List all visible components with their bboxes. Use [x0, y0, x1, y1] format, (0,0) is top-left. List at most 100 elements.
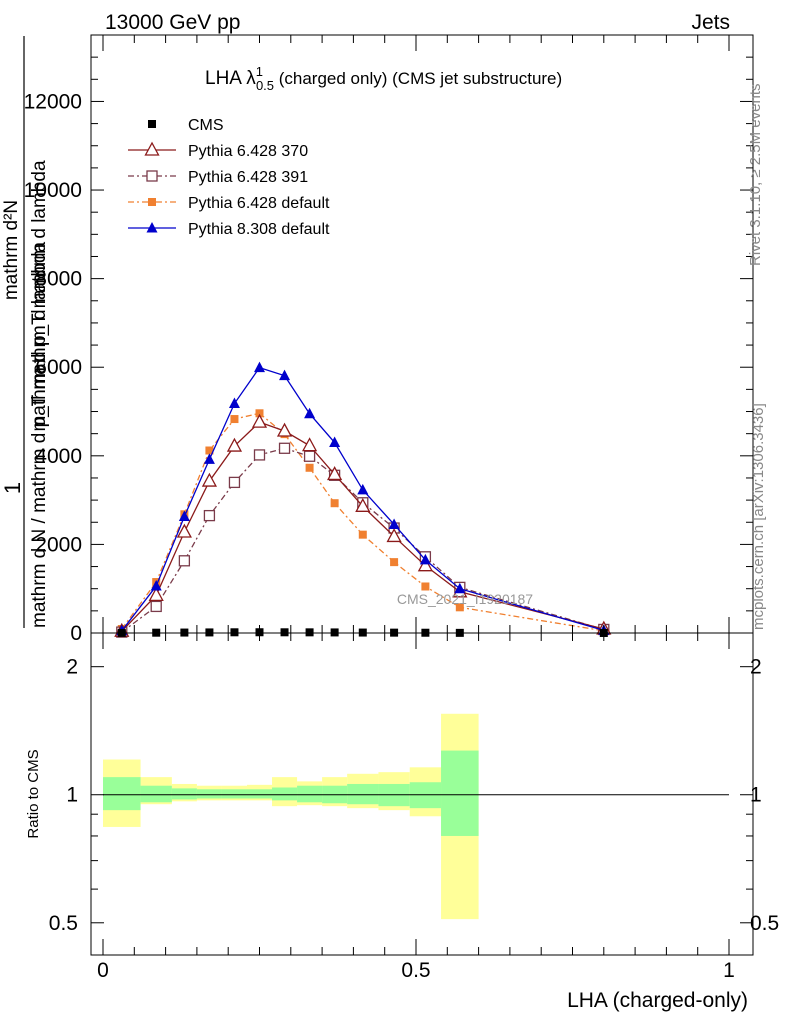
series-line: [121, 412, 604, 632]
data-point: [390, 558, 399, 567]
ratio-y-tick-label-right: 2: [750, 656, 762, 679]
band-inner-bin: [297, 785, 323, 803]
data-point: [279, 369, 291, 381]
y-tick-label: 8000: [35, 268, 82, 291]
legend-marker: [148, 198, 156, 206]
band-inner-bin: [221, 789, 247, 799]
tick-labels: 0 2000 4000 6000 8000 10000 12000 0 0.5 1 0.5 0.5 1 1…: [24, 90, 780, 982]
data-point: [254, 361, 265, 373]
ratio-ylabel: Ratio to CMS: [25, 749, 42, 838]
data-point: [327, 466, 343, 481]
ratio-bands: [103, 713, 479, 920]
data-point: [150, 600, 162, 613]
legend-label: Pythia 6.428 370: [188, 143, 308, 160]
data-point: [205, 446, 214, 455]
plot-title: LHA λ1 0.5 (charged only) (CMS jet substr…: [205, 64, 562, 93]
x-tick-label: 0.5: [401, 959, 430, 982]
ylabel-line3: mathrm d p_T mathrm d lambda: [29, 160, 50, 431]
series-line: [121, 421, 604, 632]
data-point: [357, 483, 369, 495]
mcplots-ref-text: mcplots.cern.ch [arXiv:1306.3436]: [750, 403, 767, 630]
legend-marker: [146, 170, 158, 182]
data-point: [176, 523, 192, 538]
series-line: [121, 366, 604, 632]
data-point: [421, 582, 430, 591]
data-point: [255, 409, 264, 418]
band-inner-bin: [347, 783, 379, 805]
data-point: [148, 586, 164, 601]
x-tick-label: 1: [723, 959, 735, 982]
legend-marker: [148, 120, 156, 128]
energy-label: 13000 GeV pp: [105, 11, 240, 34]
data-point: [253, 449, 266, 461]
data-point: [201, 472, 218, 487]
band-inner-bin: [140, 785, 172, 803]
y-tick-label: 4000: [35, 445, 82, 468]
y-tick-label: 10000: [24, 179, 82, 202]
data-point: [280, 628, 289, 637]
category-label: Jets: [691, 11, 730, 34]
data-point: [329, 436, 341, 448]
data-point: [228, 476, 241, 489]
data-point: [355, 497, 371, 512]
y-tick-label: 0: [70, 622, 82, 645]
legend-marker: [144, 141, 160, 156]
y-axis-label-main: 1 mathrm d N / mathrm d p_T mathrm d lam…: [0, 36, 50, 628]
y-tick-label: 12000: [24, 90, 82, 113]
analysis-watermark: CMS_2021_I1920187: [397, 591, 533, 607]
data-point: [150, 580, 162, 591]
title-main: LHA λ: [205, 68, 256, 89]
data-point: [203, 509, 216, 522]
series-pythia-6-428-391: [116, 442, 610, 638]
xlabel: LHA (charged-only): [567, 989, 748, 1012]
data-point: [330, 499, 339, 508]
data-point: [419, 553, 431, 565]
data-point: [276, 422, 293, 437]
ratio-plot-frame: [90, 632, 754, 956]
data-point: [417, 557, 433, 572]
y-tick-label: 6000: [35, 356, 82, 379]
title-superscript: 1: [256, 64, 263, 79]
legend: CMS Pythia 6.428 370 Pythia 6.428 391 Pythi…: [128, 117, 330, 238]
series-pythia-6-428-370: [114, 413, 612, 637]
data-point: [230, 415, 239, 424]
series-layer: [114, 361, 612, 638]
ylabel-numerator: 1: [0, 482, 25, 494]
data-point: [178, 510, 190, 522]
ratio-y-tick-label-right: 1: [750, 784, 762, 807]
data-point: [305, 463, 314, 472]
legend-label: Pythia 8.308 default: [188, 221, 330, 238]
band-inner-bin: [171, 788, 197, 800]
data-point: [230, 628, 239, 637]
legend-label: Pythia 6.428 391: [188, 169, 308, 186]
ratio-y-tick-label-right: 0.5: [750, 912, 779, 935]
data-point: [251, 413, 268, 428]
axis-ticks: [91, 34, 753, 955]
legend-label: Pythia 6.428 default: [188, 195, 330, 212]
band-inner-bin: [196, 789, 222, 799]
legend-marker: [146, 222, 158, 233]
legend-item: Pythia 6.428 370: [128, 141, 308, 160]
data-point: [454, 582, 466, 594]
legend-item: CMS: [148, 117, 224, 134]
rivet-events-text: Rivet 3.1.10, ≥ 2.5M events: [747, 84, 764, 267]
x-tick-label: 0: [97, 959, 109, 982]
data-point: [388, 518, 400, 529]
series-pythia-6-428-default: [117, 409, 608, 635]
legend-item: Pythia 8.308 default: [128, 221, 330, 238]
data-point: [226, 437, 243, 452]
data-point: [330, 628, 339, 637]
band-inner-bin: [272, 787, 298, 801]
data-point: [455, 603, 464, 612]
ratio-y-tick-label: 2: [66, 656, 78, 679]
data-point: [304, 407, 316, 419]
band-inner-bin: [246, 789, 273, 799]
data-point: [205, 628, 214, 637]
ylabel-line2: mathrm d²N: [1, 200, 22, 300]
band-inner-bin: [103, 777, 141, 811]
legend-item: Pythia 6.428 default: [128, 195, 330, 212]
data-point: [303, 450, 316, 462]
y-tick-label: 2000: [35, 533, 82, 556]
data-point: [386, 528, 402, 543]
